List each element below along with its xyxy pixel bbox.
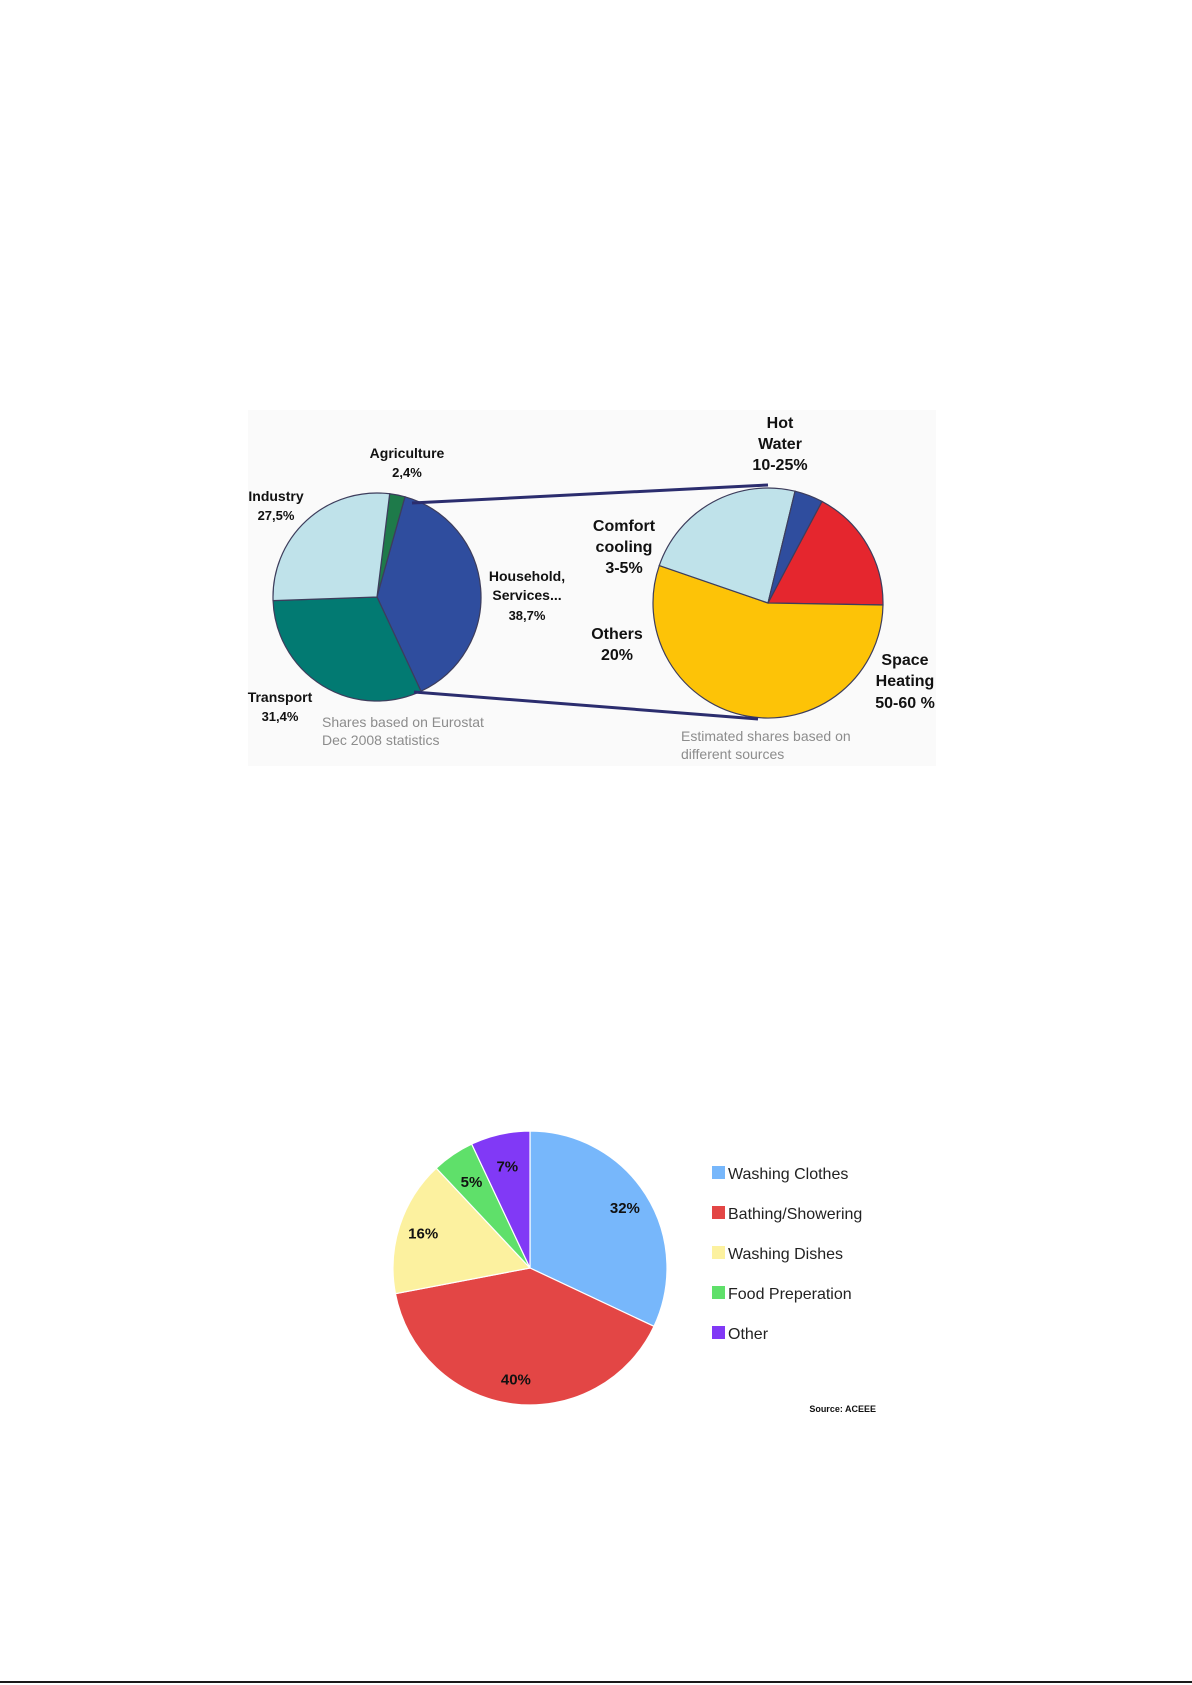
comfort-cooling-label-line-2: cooling [596, 539, 653, 556]
left-note-line-2: Dec 2008 statistics [322, 732, 440, 748]
pie-slice-others [658, 487, 796, 604]
legend-swatch-other [712, 1326, 725, 1339]
space-heating-value: 50-60 % [875, 695, 935, 712]
pie-slice-washing-clothes [529, 1130, 668, 1328]
data-label-food-preperation: 5% [461, 1174, 483, 1191]
connector-line-bottom [413, 690, 759, 721]
data-label-washing-dishes: 16% [408, 1225, 438, 1242]
legend-label-washing-clothes: Washing Clothes [728, 1166, 848, 1183]
hot-water-value: 10-25% [752, 457, 807, 474]
left-pie-group [272, 492, 482, 702]
comfort-cooling-label-line-1: Comfort [593, 518, 656, 535]
legend-label-bathing-showering: Bathing/Showering [728, 1206, 862, 1223]
energy-use-pie-chart: Agriculture 2,4% Industry 27,5% Househol… [248, 410, 936, 766]
legend-swatch-washing-clothes [712, 1166, 725, 1179]
legend-label-food-preperation: Food Preperation [728, 1286, 852, 1303]
others-value: 20% [601, 647, 633, 664]
household-value: 38,7% [509, 608, 546, 623]
space-heating-label-line-2: Heating [876, 673, 935, 690]
agriculture-value: 2,4% [392, 465, 422, 480]
data-label-other: 7% [496, 1158, 518, 1175]
data-label-bathing-showering: 40% [501, 1372, 531, 1389]
pie-slice-transport [272, 596, 422, 702]
pie-slice-industry [272, 492, 391, 602]
household-label-line-2: Services... [492, 587, 561, 603]
legend-swatch-food-preperation [712, 1286, 725, 1299]
hot-water-label-line-1: Hot [767, 415, 794, 432]
legend-label-other: Other [728, 1326, 769, 1343]
water-pie-legend: Washing Clothes Bathing/Showering Washing … [712, 1166, 862, 1343]
hot-water-label-line-2: Water [758, 436, 802, 453]
industry-label: Industry [248, 488, 303, 504]
industry-value: 27,5% [258, 508, 295, 523]
pie-slice-washing-dishes [392, 1167, 532, 1295]
pie-slice-hot-water [767, 500, 884, 606]
agriculture-label: Agriculture [370, 445, 445, 461]
chart-source-note: Source: ACEEE [809, 1404, 876, 1414]
connector-line-top [411, 483, 769, 505]
pie-slice-comfort-cooling [767, 490, 823, 604]
transport-value: 31,4% [262, 709, 299, 724]
legend-swatch-bathing-showering [712, 1206, 725, 1219]
pie-slice-household-services [376, 496, 482, 693]
left-note-line-1: Shares based on Eurostat [322, 714, 484, 730]
household-label-line-1: Household, [489, 568, 565, 584]
right-pie-group [652, 487, 884, 719]
others-label: Others [591, 626, 643, 643]
right-note-line-2: different sources [681, 746, 784, 762]
legend-label-washing-dishes: Washing Dishes [728, 1246, 843, 1263]
right-note-line-1: Estimated shares based on [681, 728, 851, 744]
space-heating-label-line-1: Space [881, 652, 928, 669]
water-pie-group: 32% 40% 16% 5% 7% [392, 1130, 668, 1406]
page-bottom-rule [0, 1681, 1192, 1683]
pie-slice-bathing-showering [394, 1267, 655, 1406]
transport-label: Transport [248, 689, 313, 705]
data-label-washing-clothes: 32% [610, 1200, 640, 1217]
comfort-cooling-value: 3-5% [605, 560, 642, 577]
pie-slice-food-preperation [435, 1143, 531, 1269]
legend-swatch-washing-dishes [712, 1246, 725, 1259]
pie-slice-space-heating [652, 564, 884, 719]
pie-slice-other [470, 1130, 531, 1269]
